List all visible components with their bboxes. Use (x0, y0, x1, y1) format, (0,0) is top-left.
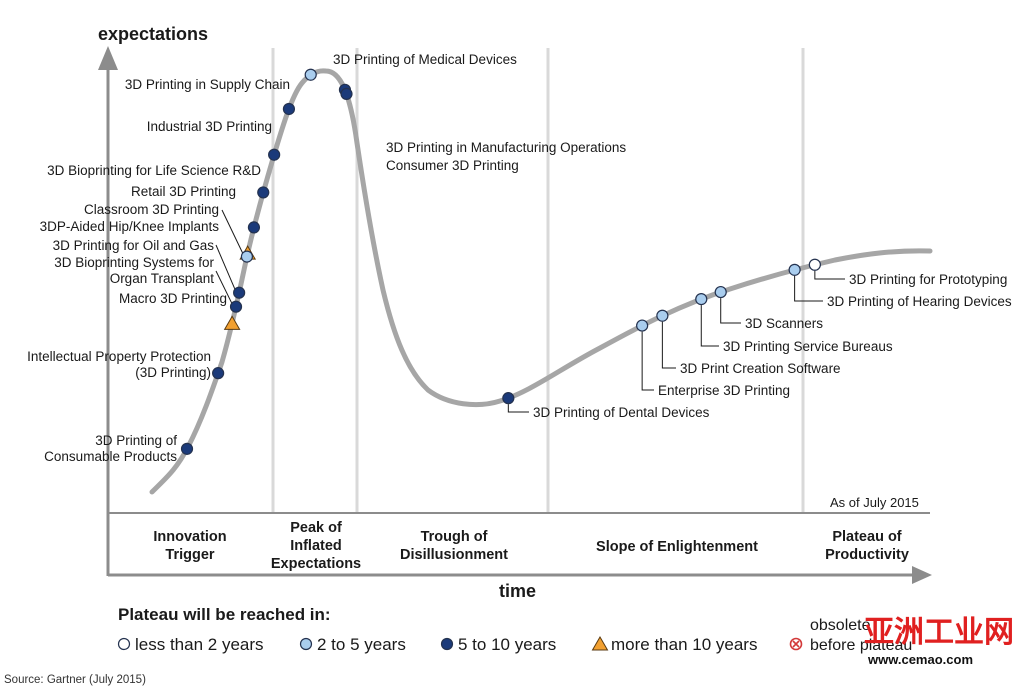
tech-label: 3D Bioprinting for Life Science R&D (47, 163, 261, 178)
tech-label: Classroom 3D Printing (84, 202, 219, 217)
watermark-url: www.cemao.com (867, 652, 973, 667)
watermark-logo: 亚洲工业网 (864, 616, 1014, 649)
tech-label: 3D Print Creation Software (680, 361, 841, 376)
y-axis-arrow (98, 46, 118, 70)
tech-marker (714, 285, 727, 299)
label-leader-line (215, 270, 233, 304)
tech-label: Enterprise 3D Printing (658, 383, 790, 398)
tech-marker (233, 286, 246, 299)
phase-label: Plateau of Productivity (825, 529, 909, 563)
legend-label: 5 to 10 years (458, 635, 556, 654)
tech-marker (268, 148, 281, 161)
legend-marker-obsolete (789, 637, 803, 651)
tech-marker (180, 442, 194, 455)
tech-marker (636, 319, 649, 332)
label-leader-line (641, 331, 654, 391)
tech-marker (282, 102, 296, 116)
tech-label: Consumer 3D Printing (386, 158, 519, 173)
tech-label: 3D Printing of Dental Devices (533, 405, 710, 420)
tech-marker (788, 263, 801, 276)
tech-marker (656, 309, 669, 322)
legend-label: less than 2 years (135, 635, 264, 654)
legend-marker-lt2 (117, 637, 131, 651)
label-leader-line (221, 209, 244, 254)
label-leader-line (700, 305, 719, 347)
tech-label: Retail 3D Printing (131, 184, 236, 199)
label-leader-line (720, 298, 741, 324)
legend-marker-gt10 (591, 635, 609, 651)
label-leader-line (794, 275, 823, 302)
tech-label: Industrial 3D Printing (147, 119, 272, 134)
tech-label: 3D Scanners (745, 316, 823, 331)
label-leader-line (507, 404, 529, 413)
phase-label: Innovation Trigger (153, 529, 226, 563)
legend-label: more than 10 years (611, 635, 757, 654)
tech-marker (695, 293, 708, 306)
label-leader-line (661, 321, 676, 369)
x-axis-arrow (912, 566, 932, 584)
phase-label: Trough of Disillusionment (400, 529, 508, 563)
tech-label: Intellectual Property Protection (3D Prin… (27, 349, 211, 380)
tech-marker (240, 250, 254, 263)
legend-label: 2 to 5 years (317, 635, 406, 654)
y-axis-label: expectations (98, 24, 208, 44)
tech-marker (257, 186, 270, 199)
as-of-date: As of July 2015 (830, 495, 919, 510)
tech-label: 3D Bioprinting Systems for Organ Transpla… (54, 255, 214, 286)
tech-label: 3D Printing in Manufacturing Operations (386, 140, 626, 155)
tech-marker (229, 300, 243, 313)
tech-label: 3D Printing Service Bureaus (723, 339, 893, 354)
tech-label: 3D Printing of Hearing Devices (827, 294, 1012, 309)
tech-marker (808, 258, 821, 271)
tech-label: 3D Printing for Prototyping (849, 272, 1007, 287)
phase-label: Peak of Inflated Expectations (271, 520, 361, 572)
tech-marker (223, 315, 241, 330)
tech-marker (502, 392, 515, 405)
label-leader-line (215, 244, 236, 290)
tech-label: 3D Printing of Medical Devices (333, 52, 517, 67)
label-leader-line (814, 270, 845, 280)
source-note: Source: Gartner (July 2015) (4, 674, 146, 686)
tech-label: 3DP-Aided Hip/Knee Implants (40, 219, 220, 234)
legend-marker-2to5 (299, 637, 313, 651)
tech-label: 3D Printing in Supply Chain (125, 77, 290, 92)
x-axis-label: time (499, 581, 536, 601)
legend-label: obsolete before plateau (810, 617, 912, 654)
tech-label: Macro 3D Printing (119, 291, 227, 306)
tech-marker (304, 68, 317, 81)
tech-marker (247, 221, 261, 234)
tech-marker (340, 87, 353, 100)
phase-label: Slope of Enlightenment (596, 539, 758, 555)
tech-marker (212, 367, 225, 380)
legend-title: Plateau will be reached in: (118, 605, 331, 624)
legend-marker-5to10 (440, 637, 454, 651)
tech-label: 3D Printing for Oil and Gas (53, 238, 215, 253)
tech-label: 3D Printing of Consumable Products (44, 433, 177, 464)
